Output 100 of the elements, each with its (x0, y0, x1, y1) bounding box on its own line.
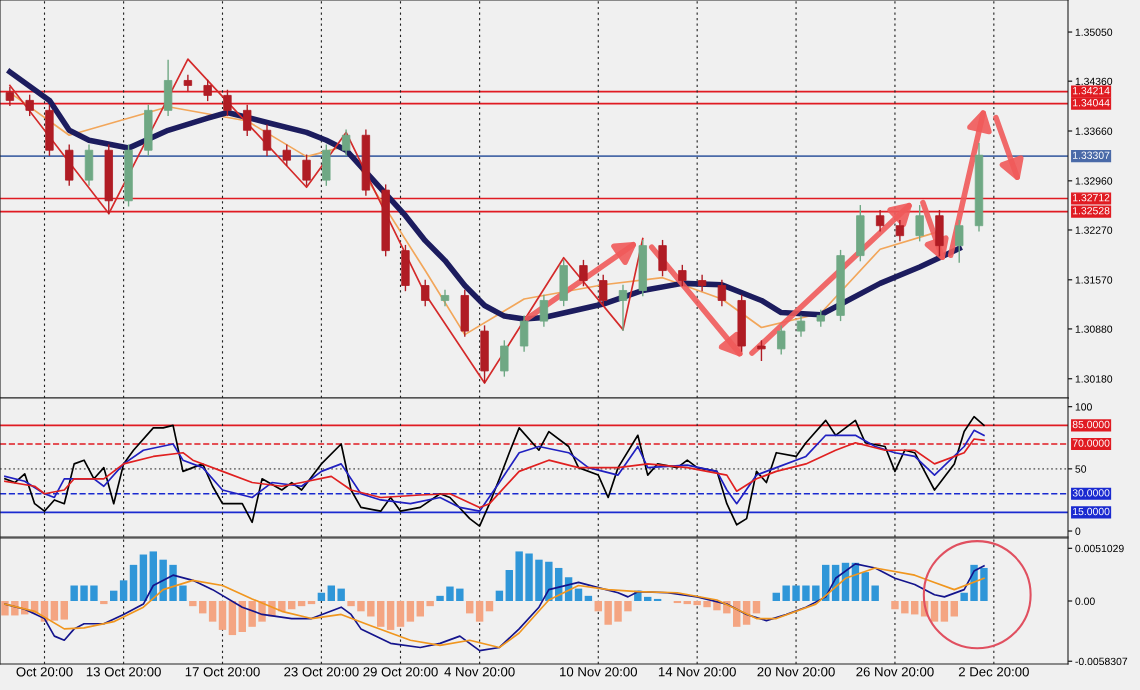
x-tick-label: 29 Oct 20:00 (363, 667, 438, 677)
bar (584, 595, 593, 601)
bar (911, 601, 919, 615)
bar (50, 601, 59, 621)
bar (119, 580, 128, 601)
candlestick (915, 204, 924, 243)
candlestick (875, 209, 885, 233)
bar (485, 601, 494, 612)
candlestick (539, 294, 549, 328)
bar (139, 554, 148, 601)
bar (614, 601, 622, 622)
bar (426, 601, 434, 607)
bar (278, 601, 286, 612)
bar (337, 588, 345, 601)
bar (80, 585, 88, 601)
bar (861, 572, 869, 601)
candlestick (203, 79, 212, 102)
bar (772, 592, 780, 601)
bar (386, 601, 395, 630)
x-tick-label: 17 Oct 20:00 (185, 667, 260, 677)
bar (653, 598, 662, 601)
bar (70, 585, 78, 601)
bar (930, 601, 939, 622)
candlestick (282, 143, 291, 167)
bar (683, 601, 691, 605)
bar (228, 601, 237, 636)
y-tick-label: 1.34360 (1075, 77, 1113, 86)
y-tick-label: 0.0051029 (1075, 544, 1124, 553)
bar (60, 601, 68, 620)
ref-line-label: 15.0000 (1073, 507, 1110, 516)
candlestick (796, 314, 806, 338)
candlestick (223, 89, 232, 117)
bar (792, 585, 800, 601)
bar (377, 601, 385, 627)
bar (396, 601, 405, 627)
bar (495, 590, 504, 601)
bar (456, 588, 464, 601)
bar (129, 564, 138, 601)
y-tick-label: 1.30180 (1075, 375, 1113, 383)
y-tick-label: 50 (1075, 465, 1087, 473)
bar (594, 601, 602, 612)
bar (703, 601, 711, 608)
ref-line-label: 1.32712 (1073, 193, 1110, 202)
x-tick-label: 13 Oct 20:00 (86, 667, 161, 677)
y-tick-label: 0 (1075, 527, 1081, 535)
bar (644, 596, 652, 601)
bar (218, 601, 227, 630)
candlestick (5, 86, 15, 107)
candlestick (243, 103, 252, 137)
bar (901, 601, 909, 614)
bar (525, 553, 533, 601)
bar (199, 601, 207, 614)
bar (357, 601, 365, 612)
bar (940, 601, 949, 622)
candlestick (955, 219, 964, 264)
x-tick-label: 20 Nov 20:00 (757, 667, 835, 677)
bar (288, 601, 296, 610)
candlestick (777, 324, 786, 356)
bar (673, 601, 682, 604)
y-tick-label: -0.0058307 (1075, 657, 1128, 666)
bar (980, 567, 988, 601)
bar (347, 601, 355, 607)
candlestick (678, 264, 687, 287)
bar (802, 585, 810, 601)
bar (950, 601, 958, 617)
bar (327, 585, 335, 601)
x-tick-label: 2 Dec 20:00 (958, 667, 1029, 677)
bar (159, 559, 167, 601)
bar (110, 590, 118, 601)
x-tick-label: 14 Nov 20:00 (658, 667, 736, 677)
candlestick (717, 279, 727, 307)
ref-line-label: 1.32528 (1073, 207, 1110, 215)
bar (891, 601, 899, 610)
ref-line-label: 1.33307 (1073, 151, 1110, 159)
bar (693, 601, 701, 606)
bar (505, 570, 513, 601)
bar (297, 601, 306, 607)
bar (208, 601, 217, 622)
candlestick (579, 259, 588, 287)
ref-line-label: 70.0000 (1072, 439, 1110, 447)
bar (367, 601, 375, 617)
bar (812, 585, 820, 601)
x-tick-label: 4 Nov 20:00 (444, 667, 515, 677)
bar (307, 601, 316, 605)
bar (574, 588, 583, 601)
bar (1, 601, 9, 616)
ref-line-label: 1.34044 (1073, 99, 1110, 107)
bar (169, 564, 177, 601)
y-tick-label: 1.32270 (1075, 226, 1113, 234)
bar (446, 586, 454, 601)
y-tick-label: 1.33660 (1075, 127, 1113, 135)
y-tick-label: 1.35050 (1075, 28, 1113, 36)
bar (436, 595, 444, 601)
bar (179, 585, 187, 601)
bar (406, 601, 415, 622)
x-tick-label: 23 Oct 20:00 (284, 667, 359, 677)
bar (604, 601, 612, 625)
candlestick (262, 123, 272, 157)
candlestick (421, 279, 430, 307)
bar (515, 551, 523, 601)
